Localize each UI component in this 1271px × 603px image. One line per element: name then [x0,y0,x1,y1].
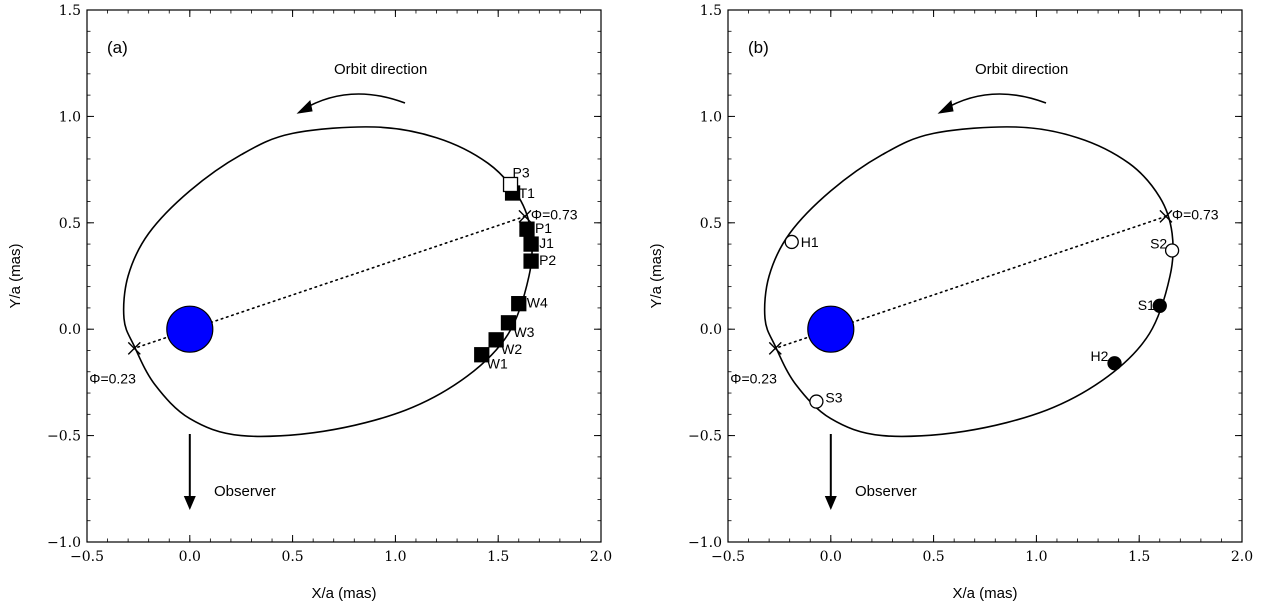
phase-label: Φ=0.23 [89,370,136,386]
plot-frame [727,9,1243,543]
phase-cross [768,341,782,355]
observer-label: Observer [214,483,276,500]
x-tick-label: 2.0 [1231,549,1253,565]
y-tick-label: 1.5 [59,3,81,19]
phase-cross [127,341,141,355]
phase-cross [518,209,532,223]
marker-h2 [1107,356,1122,371]
orbit-direction-label: Orbit direction [334,61,427,78]
marker-label-s3: S3 [825,390,842,406]
orbit-arrowhead [296,99,313,114]
marker-label-s2: S2 [1150,235,1167,251]
marker-label-h1: H1 [801,234,819,250]
y-tick-label: 0.0 [59,322,81,338]
marker-w1 [474,347,490,363]
x-axis-label: X/a (mas) [952,585,1017,602]
orbit-direction-arrow [301,93,406,111]
marker-label-p2: P2 [539,252,556,268]
x-tick-label: 1.0 [1025,549,1047,565]
y-tick-label: −1.0 [47,535,81,551]
marker-label-j1: J1 [539,235,554,251]
x-tick-label: 1.5 [487,549,509,565]
orbit-arrowhead [937,99,954,114]
marker-w4 [511,296,527,312]
orbit-curve [763,126,1174,438]
x-tick-label: 0.0 [179,549,201,565]
marker-label-p1: P1 [535,220,552,236]
marker-s1 [1152,298,1167,313]
y-tick-label: 1.0 [700,109,722,125]
panel-label: (b) [748,38,769,57]
observer-label: Observer [855,483,917,500]
central-star [166,305,214,353]
x-tick-label: 0.5 [281,549,303,565]
y-tick-label: 1.5 [700,3,722,19]
x-tick-label: 0.0 [820,549,842,565]
y-tick-label: −0.5 [47,429,81,445]
observer-arrowhead [824,496,837,510]
marker-w3 [500,315,517,331]
x-axis-label: X/a (mas) [311,585,376,602]
marker-label-h2: H2 [1091,348,1109,364]
x-tick-label: 1.0 [384,549,406,565]
y-tick-label: 1.0 [59,109,81,125]
marker-s2 [1164,243,1180,258]
marker-p1 [519,221,535,237]
marker-s3 [809,394,824,409]
observer-arrowhead [183,496,196,510]
y-tick-label: 0.5 [59,216,81,232]
y-axis-label: Y/a (mas) [648,243,665,308]
marker-label-w1: W1 [487,356,508,372]
marker-w2 [488,332,504,348]
marker-p2 [523,253,539,269]
central-star [807,305,855,353]
marker-label-p3: P3 [513,164,530,180]
x-tick-label: 0.5 [922,549,944,565]
y-axis-label: Y/a (mas) [7,243,24,308]
x-tick-label: −0.5 [711,549,745,565]
marker-label-w2: W2 [501,341,522,357]
marker-j1 [523,236,539,252]
phase-label: Φ=0.73 [1172,206,1219,222]
phase-label: Φ=0.73 [531,206,578,222]
phase-label: Φ=0.23 [730,370,777,386]
marker-label-s1: S1 [1138,297,1155,313]
y-tick-label: 0.5 [700,216,722,232]
orbit-direction-label: Orbit direction [975,61,1068,78]
x-tick-label: 1.5 [1128,549,1150,565]
panel-a: (a) X/a (mas) Y/a (mas) Orbit direction … [7,3,612,602]
marker-label-w3: W3 [513,324,534,340]
marker-label-w4: W4 [527,295,548,311]
y-tick-label: 0.0 [700,322,722,338]
y-tick-label: −1.0 [688,535,722,551]
x-tick-label: 2.0 [590,549,612,565]
marker-p3 [502,176,519,193]
x-tick-label: −0.5 [70,549,104,565]
y-tick-label: −0.5 [688,429,722,445]
panel-b: (b) X/a (mas) Y/a (mas) Orbit direction … [648,3,1253,602]
panel-label: (a) [107,38,128,57]
marker-label-t1: T1 [519,185,536,201]
orbit-direction-arrow [942,93,1047,111]
plot-frame [86,9,602,543]
orbit-curve [122,126,533,438]
marker-h1 [784,234,799,250]
phase-cross [1159,209,1173,223]
